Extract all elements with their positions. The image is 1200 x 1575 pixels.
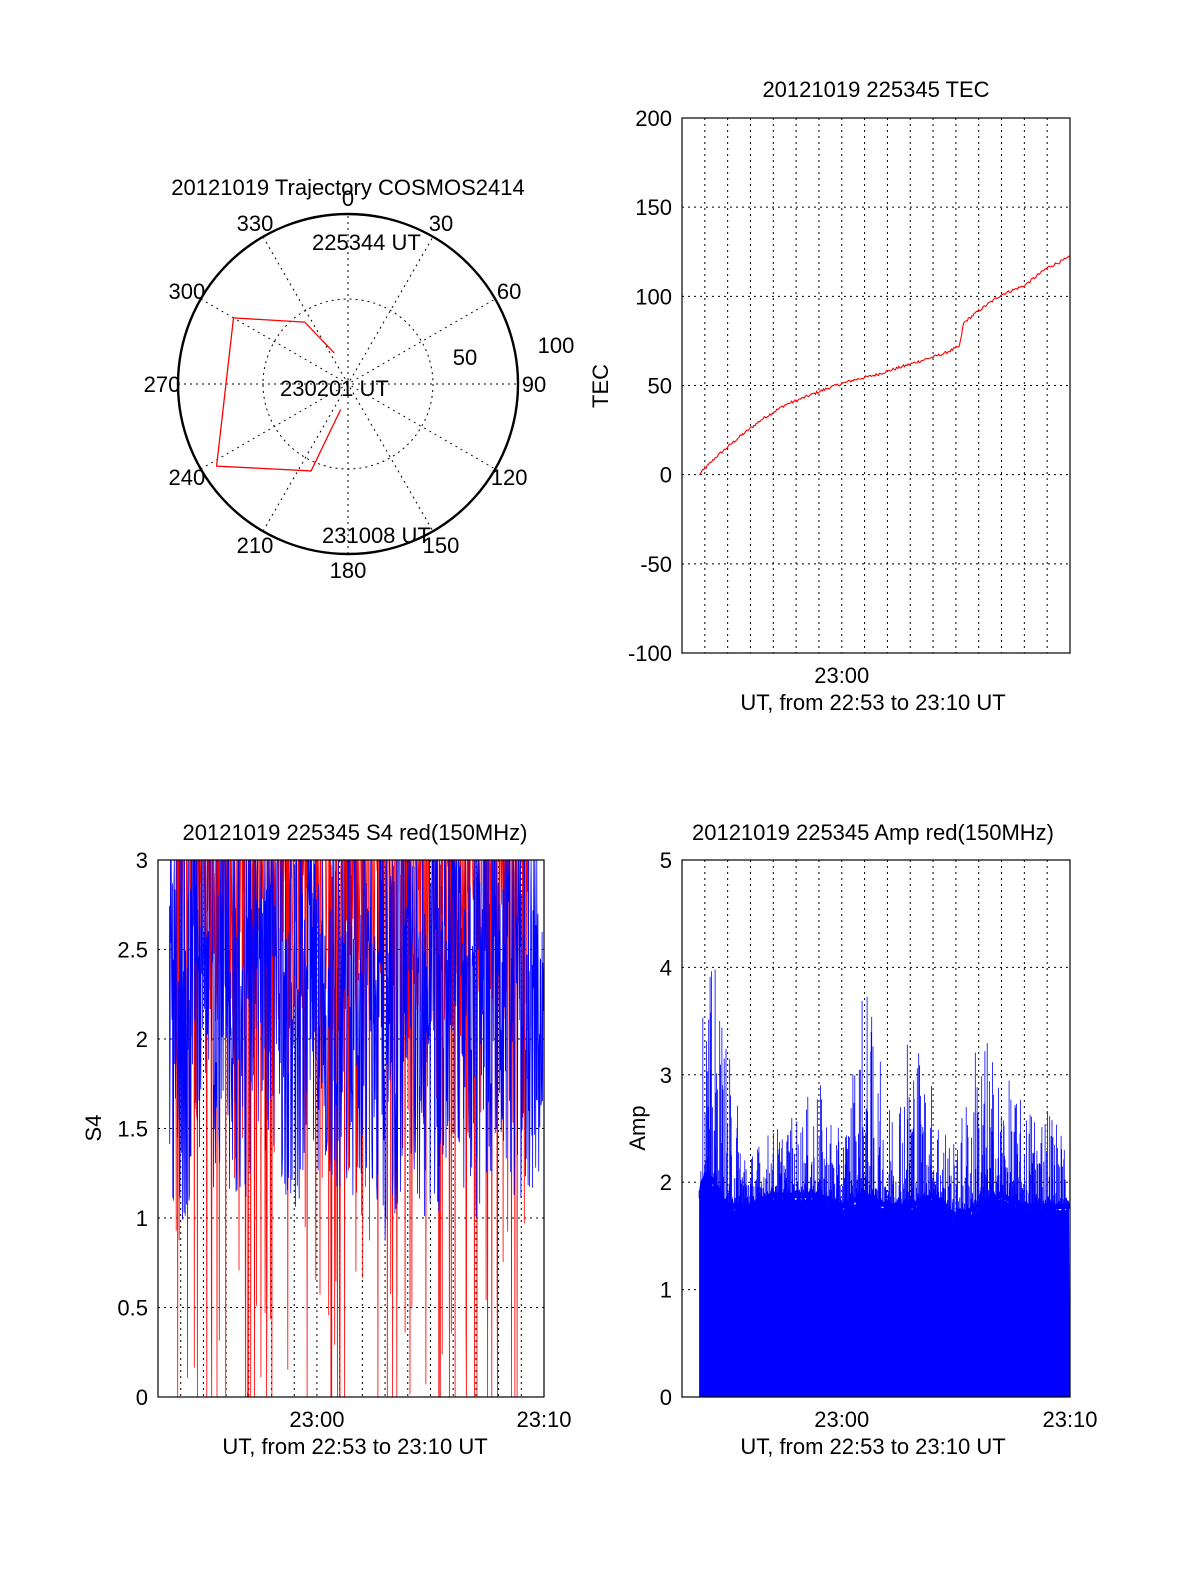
azimuth-label: 240 [169,465,206,490]
azimuth-label: 270 [144,372,181,397]
tec-series [699,255,1071,475]
s4-blue-series [168,859,545,1241]
amp-fill [699,1168,1070,1397]
track-end-time: 231008 UT [322,523,431,548]
y-tick-label: 150 [635,195,672,220]
azimuth-label: 330 [237,211,274,236]
amp-y-axis-label: Amp [625,1105,650,1150]
y-tick-label: 5 [660,848,672,873]
y-tick-label: 1.5 [117,1117,148,1142]
y-tick-label: 0 [136,1385,148,1410]
tec-y-axis-label: TEC [588,364,613,408]
y-tick-label: -50 [640,552,672,577]
azimuth-label: 300 [169,279,206,304]
tec-y-ticks: -100 -50 0 50 100 150 200 [628,106,672,666]
y-tick-label: 0.5 [117,1296,148,1321]
y-tick-label: 1 [660,1278,672,1303]
y-tick-label: 50 [648,374,672,399]
s4-title: 20121019 225345 S4 red(150MHz) [183,820,528,845]
x-tick-label: 23:00 [814,1407,869,1432]
y-tick-label: 3 [136,848,148,873]
s4-x-axis-label: UT, from 22:53 to 23:10 UT [222,1434,487,1459]
y-tick-label: 200 [635,106,672,131]
trajectory-panel: 20121019 Trajectory COSMOS2414 0 30 60 90 12… [144,175,575,583]
y-tick-label: 0 [660,463,672,488]
amp-title: 20121019 225345 Amp red(150MHz) [692,820,1054,845]
azimuth-spokes [178,214,518,554]
azimuth-label: 0 [342,186,354,211]
tec-x-ticks: 23:00 [814,663,869,688]
satellite-track [215,317,342,472]
azimuth-labels: 0 30 60 90 120 150 180 210 240 270 300 330 [144,186,547,583]
radial-label-100: 100 [538,333,575,358]
trajectory-title: 20121019 Trajectory COSMOS2414 [171,175,524,200]
azimuth-label: 120 [491,465,528,490]
y-tick-label: 2.5 [117,938,148,963]
tec-grid [682,118,1070,653]
azimuth-spoke [262,236,434,532]
tec-plot-frame [681,117,1071,654]
y-tick-label: 3 [660,1063,672,1088]
x-tick-label: 23:00 [814,663,869,688]
radial-label-50: 50 [453,345,477,370]
azimuth-label: 60 [497,279,521,304]
y-tick-label: 100 [635,284,672,309]
s4-series [168,859,545,1398]
amp-spikes [698,969,1071,1220]
track-start-time: 225344 UT [312,230,421,255]
tec-x-axis-label: UT, from 22:53 to 23:10 UT [740,690,1005,715]
y-tick-label: 2 [136,1027,148,1052]
azimuth-label: 90 [522,372,546,397]
track-mid-time: 230201 UT [280,376,389,401]
y-tick-label: 0 [660,1385,672,1410]
azimuth-label: 150 [423,533,460,558]
tec-title: 20121019 225345 TEC [762,77,989,102]
y-tick-label: 4 [660,955,672,980]
tec-panel: 20121019 225345 TEC -100-50050100150200 … [588,77,1071,715]
amp-plot-frame [681,859,1071,1398]
azimuth-label: 180 [330,558,367,583]
s4-x-ticks: 23:00 23:10 [289,1407,571,1432]
amp-panel: 20121019 225345 Amp red(150MHz) 0 1 2 3 4 5 2… [625,820,1098,1459]
tec-line [699,255,1071,475]
s4-y-axis-label: S4 [81,1115,106,1142]
x-tick-label: 23:10 [1042,1407,1097,1432]
y-tick-label: 2 [660,1170,672,1195]
y-tick-label: -100 [628,641,672,666]
x-tick-label: 23:10 [516,1407,571,1432]
y-tick-label: 1 [136,1206,148,1231]
azimuth-label: 30 [429,211,453,236]
azimuth-label: 210 [237,533,274,558]
x-tick-label: 23:00 [289,1407,344,1432]
s4-plot-frame [157,859,545,1398]
amp-x-ticks: 23:00 23:10 [814,1407,1097,1432]
s4-panel: 20121019 225345 S4 red(150MHz) 0 0.5 1 1.5 2… [81,820,572,1459]
s4-y-ticks: 0 0.5 1 1.5 2 2.5 3 [117,848,148,1410]
amp-series [698,969,1071,1397]
amp-y-ticks: 0 1 2 3 4 5 [660,848,672,1410]
amp-x-axis-label: UT, from 22:53 to 23:10 UT [740,1434,1005,1459]
